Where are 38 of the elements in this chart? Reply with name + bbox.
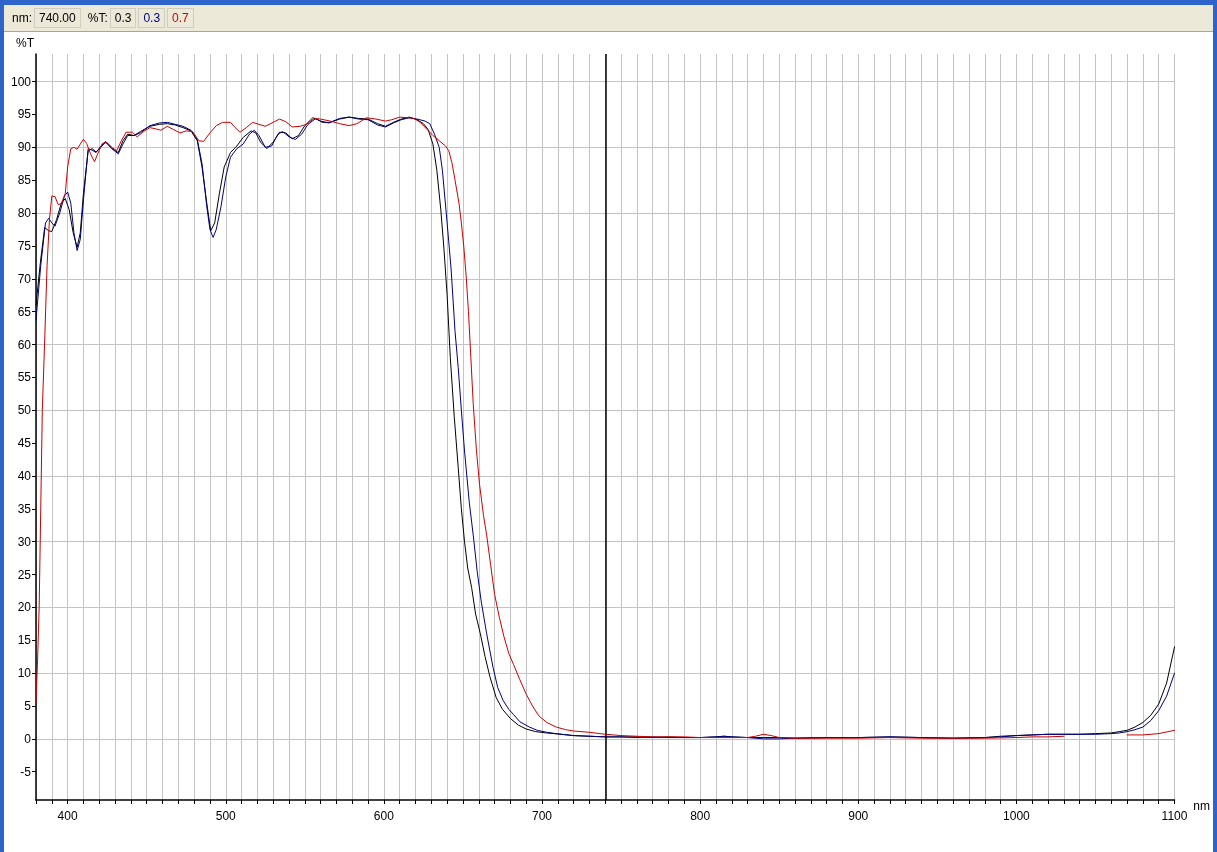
y-tick-label: 100: [10, 74, 32, 89]
readout-field: 0.3: [138, 8, 166, 28]
y-tick-label: 55: [17, 370, 32, 385]
y-tick-label: 45: [17, 436, 32, 451]
x-tick-label: 600: [373, 809, 395, 823]
y-tick-label: 25: [17, 567, 32, 582]
y-tick-label: 10: [17, 666, 32, 681]
x-tick-label: 900: [848, 809, 869, 823]
x-tick-label: 800: [690, 809, 711, 823]
y-tick-label: 95: [17, 107, 32, 122]
readout-field: 740.00: [34, 8, 81, 28]
y-tick-label: 80: [17, 206, 32, 221]
readout-field: 0.7: [167, 8, 194, 28]
x-tick-label: 1100: [1161, 809, 1188, 823]
x-tick-label: 700: [532, 809, 553, 823]
y-tick-label: -5: [20, 764, 32, 779]
y-tick-label: 50: [17, 403, 32, 418]
x-tick-label: 500: [215, 809, 237, 823]
y-axis-title: %T: [16, 36, 35, 50]
y-tick-label: 85: [17, 173, 32, 188]
y-tick-label: 5: [24, 699, 32, 714]
y-tick-label: 20: [17, 600, 32, 615]
y-tick-label: 75: [17, 238, 32, 253]
y-tick-label: 90: [17, 140, 32, 155]
text: %T:: [87, 10, 108, 26]
x-tick-label: 400: [57, 809, 78, 823]
x-axis-title: nm: [1193, 799, 1210, 813]
y-tick-label: 35: [17, 501, 32, 516]
y-tick-label: 30: [17, 534, 32, 549]
y-tick-label: 15: [17, 633, 32, 648]
y-tick-label: 0: [24, 731, 32, 746]
y-tick-label: 70: [17, 271, 32, 286]
text: nm:: [12, 10, 33, 26]
y-tick-label: 40: [17, 468, 32, 483]
x-tick-label: 1000: [1003, 809, 1031, 823]
readout-field: 0.3: [109, 8, 137, 28]
y-tick-label: 65: [17, 304, 32, 319]
y-tick-label: 60: [17, 337, 32, 352]
